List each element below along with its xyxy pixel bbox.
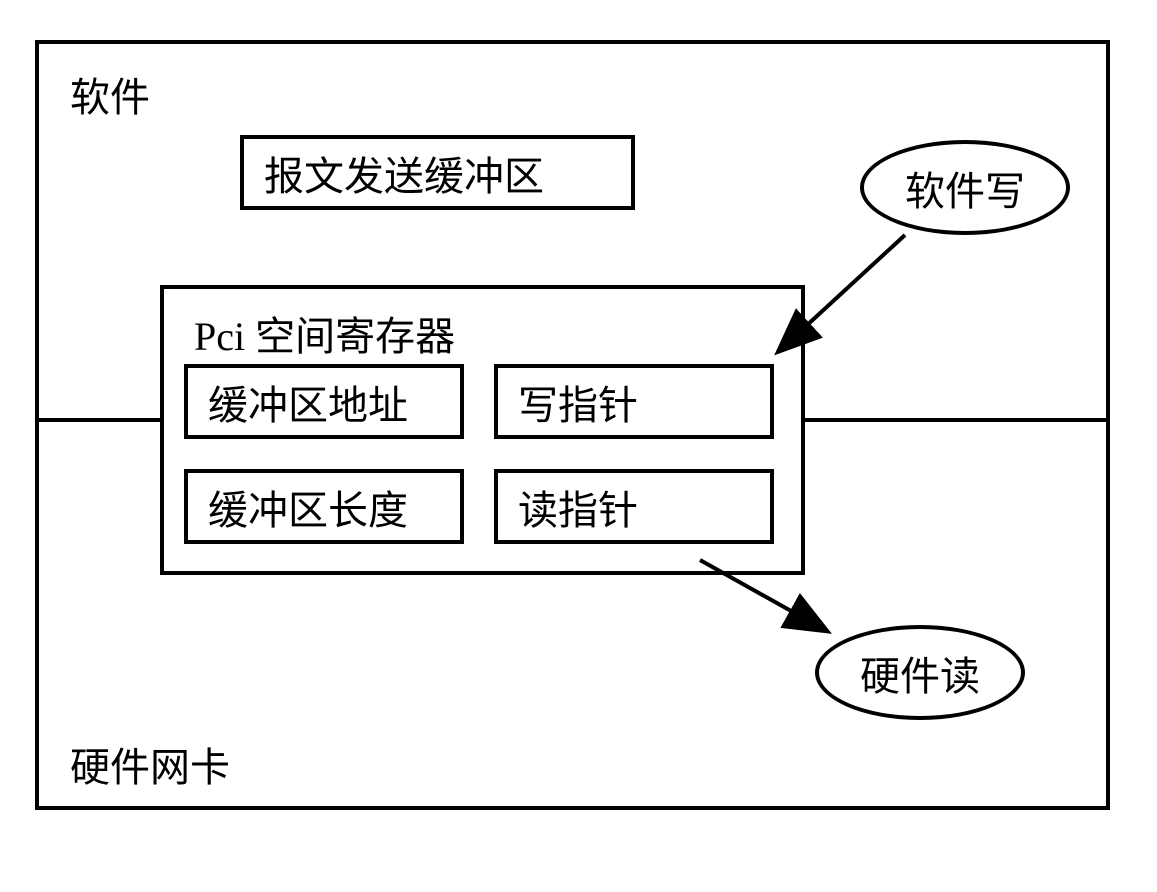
- diagram-container: 软件 硬件网卡 报文发送缓冲区 Pci 空间寄存器 缓冲区地址 缓冲区长度 写指…: [35, 40, 1110, 810]
- arrow-hardware-read: [35, 40, 1110, 810]
